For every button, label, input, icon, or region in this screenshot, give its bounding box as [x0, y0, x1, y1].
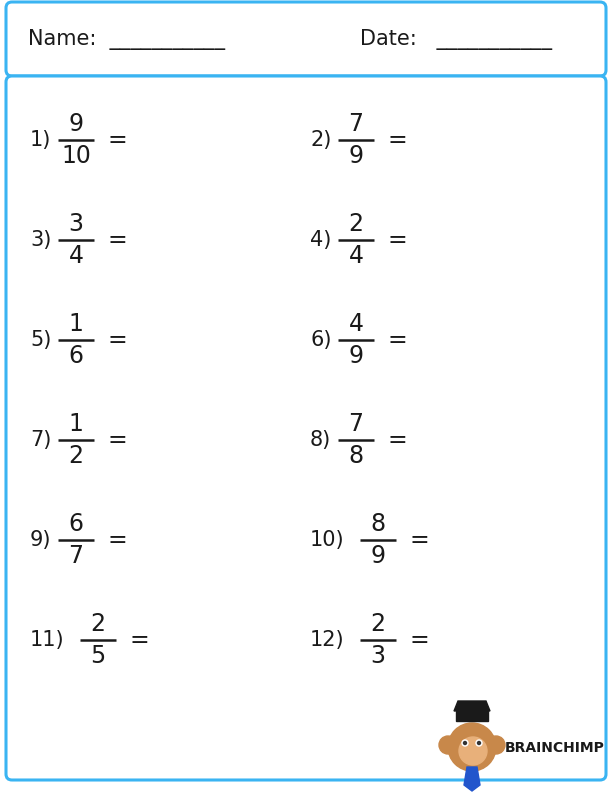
- Text: 6: 6: [69, 344, 83, 368]
- Text: 7): 7): [30, 430, 51, 450]
- Text: 7: 7: [69, 544, 83, 568]
- Text: 4: 4: [69, 244, 83, 268]
- Text: 6: 6: [69, 512, 83, 536]
- Text: 4: 4: [348, 244, 364, 268]
- Text: 7: 7: [348, 112, 364, 136]
- Circle shape: [487, 736, 505, 754]
- FancyBboxPatch shape: [6, 76, 606, 780]
- Text: 2): 2): [310, 130, 331, 150]
- Text: 2: 2: [69, 444, 83, 468]
- Text: =: =: [388, 128, 408, 152]
- Circle shape: [463, 741, 466, 744]
- Circle shape: [477, 741, 480, 744]
- Text: 5): 5): [30, 330, 51, 350]
- Text: =: =: [108, 128, 128, 152]
- Circle shape: [459, 737, 487, 765]
- Circle shape: [476, 740, 482, 746]
- Text: Name:  ___________: Name: ___________: [28, 29, 225, 49]
- FancyBboxPatch shape: [6, 2, 606, 76]
- Text: 3: 3: [370, 644, 386, 668]
- Text: =: =: [388, 228, 408, 252]
- Text: 11): 11): [30, 630, 65, 650]
- Polygon shape: [454, 701, 490, 711]
- Text: 9: 9: [348, 144, 364, 168]
- Text: 8: 8: [348, 444, 364, 468]
- Text: 1: 1: [69, 412, 83, 436]
- Text: =: =: [108, 528, 128, 552]
- Text: 9: 9: [370, 544, 386, 568]
- Circle shape: [439, 736, 457, 754]
- Circle shape: [448, 723, 496, 771]
- Text: =: =: [108, 328, 128, 352]
- Text: Date:   ___________: Date: ___________: [360, 29, 552, 49]
- Text: 9: 9: [69, 112, 83, 136]
- Text: =: =: [388, 328, 408, 352]
- Text: 2: 2: [91, 612, 105, 636]
- Text: 10: 10: [61, 144, 91, 168]
- Text: =: =: [108, 228, 128, 252]
- Text: 12): 12): [310, 630, 345, 650]
- Text: 9: 9: [348, 344, 364, 368]
- Text: 4: 4: [348, 312, 364, 336]
- Text: 4): 4): [310, 230, 331, 250]
- Text: 7: 7: [348, 412, 364, 436]
- Text: =: =: [410, 528, 430, 552]
- Text: 3: 3: [69, 212, 83, 236]
- Text: 8: 8: [370, 512, 386, 536]
- Text: 5: 5: [91, 644, 106, 668]
- Text: 9): 9): [30, 530, 51, 550]
- Circle shape: [462, 740, 468, 746]
- Polygon shape: [464, 767, 480, 791]
- Text: 1): 1): [30, 130, 51, 150]
- Text: 8): 8): [310, 430, 331, 450]
- Text: BRAINCHIMP: BRAINCHIMP: [505, 741, 605, 755]
- Text: 1: 1: [69, 312, 83, 336]
- Text: =: =: [130, 628, 150, 652]
- Text: 2: 2: [370, 612, 386, 636]
- Bar: [456, 711, 488, 721]
- Text: =: =: [410, 628, 430, 652]
- Text: 2: 2: [348, 212, 364, 236]
- Text: =: =: [108, 428, 128, 452]
- Text: 3): 3): [30, 230, 51, 250]
- Text: 6): 6): [310, 330, 332, 350]
- Text: =: =: [388, 428, 408, 452]
- Text: 10): 10): [310, 530, 345, 550]
